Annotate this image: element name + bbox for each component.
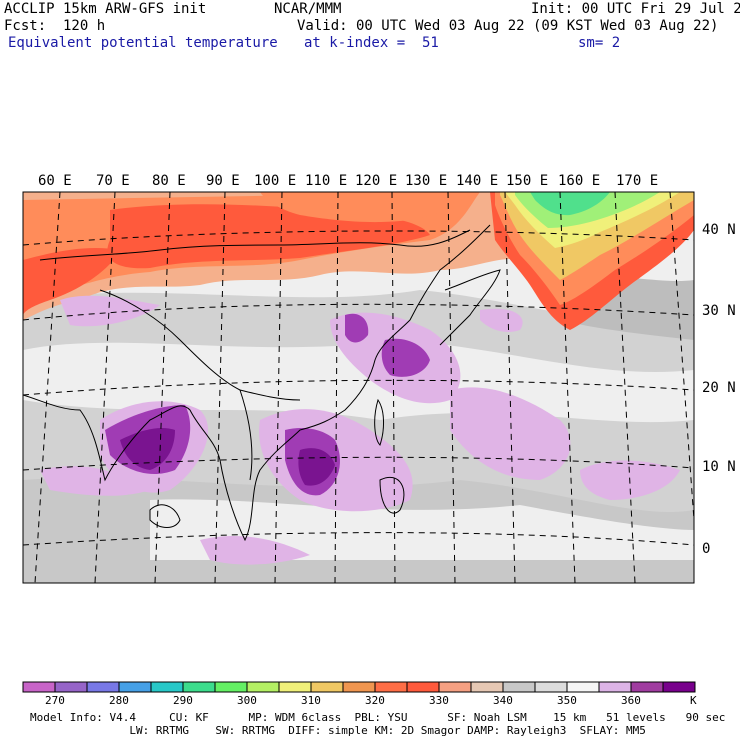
colorbar-tick-label: 270 <box>45 694 65 707</box>
lat-label: 40 N <box>702 222 736 238</box>
lon-label: 110 E <box>305 173 347 189</box>
colorbar-cell <box>182 681 216 693</box>
lat-label: 10 N <box>702 459 736 475</box>
colorbar-cell <box>502 681 536 693</box>
valid-time: Valid: 00 UTC Wed 03 Aug 22 (09 KST Wed … <box>297 18 719 34</box>
lon-label: 100 E <box>254 173 296 189</box>
colorbar-tick-label: 280 <box>109 694 129 707</box>
level-index: at k-index = 51 <box>304 35 439 51</box>
graticule-parallel <box>23 456 694 471</box>
colorbar-unit: K <box>690 694 697 707</box>
border <box>39 229 471 261</box>
organization: NCAR/MMM <box>274 1 342 17</box>
lat-label: 0 <box>702 541 710 557</box>
colorbar-cell <box>534 681 568 693</box>
lat-label: 20 N <box>702 380 736 396</box>
colorbar-tick-label: 310 <box>301 694 321 707</box>
colorbar-cell <box>374 681 408 693</box>
map-frame <box>22 191 695 584</box>
lon-label: 70 E <box>96 173 130 189</box>
cool-band <box>530 192 610 216</box>
colorbar-tick-label: 360 <box>621 694 641 707</box>
graticule-parallel <box>23 379 694 396</box>
lon-label: 130 E <box>405 173 447 189</box>
colorbar-cell <box>278 681 312 693</box>
graticule-parallel <box>23 230 694 246</box>
colorbar-cell <box>630 681 664 693</box>
model-title: ACCLIP 15km ARW-GFS init <box>4 1 207 17</box>
warm-band <box>23 248 120 315</box>
lat-label: 30 N <box>702 303 736 319</box>
lon-label: 170 E <box>616 173 658 189</box>
model-info-line2: LW: RRTMG SW: RRTMG DIFF: simple KM: 2D … <box>30 724 646 737</box>
init-time: Init: 00 UTC Fri 29 Jul 22 <box>531 1 740 17</box>
lon-label: 80 E <box>152 173 186 189</box>
lon-label: 90 E <box>206 173 240 189</box>
graticule-parallel <box>23 532 694 546</box>
colorbar-tick-label: 320 <box>365 694 385 707</box>
moist-core <box>345 313 369 343</box>
lon-label: 120 E <box>355 173 397 189</box>
colorbar-tick-label: 290 <box>173 694 193 707</box>
colorbar-cell <box>342 681 376 693</box>
moist-core <box>298 448 335 486</box>
lon-label: 150 E <box>506 173 548 189</box>
colorbar-cell <box>86 681 120 693</box>
moist-core <box>381 338 430 377</box>
colorbar-cell <box>54 681 88 693</box>
coastline <box>23 224 491 542</box>
colorbar-cell <box>438 681 472 693</box>
lon-label: 60 E <box>38 173 72 189</box>
coastline <box>149 504 181 528</box>
colorbar-tick-label: 350 <box>557 694 577 707</box>
moist-region <box>40 466 150 496</box>
colorbar-cell <box>214 681 248 693</box>
colorbar-tick-label: 330 <box>429 694 449 707</box>
model-info-line1: Model Info: V4.4 CU: KF MP: WDM 6class P… <box>30 711 726 724</box>
colorbar-cell <box>310 681 344 693</box>
colorbar-cell <box>662 681 696 693</box>
moist-region <box>200 535 310 565</box>
smoothing: sm= 2 <box>578 35 621 51</box>
moist-region <box>450 387 571 480</box>
colorbar-cell <box>566 681 600 693</box>
forecast-hour: Fcst: 120 h <box>4 18 106 34</box>
border <box>99 289 301 401</box>
coastline <box>374 398 384 446</box>
colorbar-tick-label: 340 <box>493 694 513 707</box>
border <box>239 389 253 481</box>
lon-label: 160 E <box>558 173 600 189</box>
colorbar-cell <box>406 681 440 693</box>
warm-band <box>260 192 470 223</box>
colorbar-cell <box>150 681 184 693</box>
graticule-parallel <box>23 303 694 321</box>
field-name: Equivalent potential temperature <box>8 35 278 51</box>
coastline <box>439 269 501 346</box>
moist-region <box>480 308 523 332</box>
gray-band <box>150 499 694 560</box>
lon-label: 140 E <box>456 173 498 189</box>
colorbar-cell <box>470 681 504 693</box>
colorbar-cell <box>598 681 632 693</box>
moist-region <box>60 295 160 327</box>
colorbar-cell <box>22 681 56 693</box>
colorbar-cell <box>118 681 152 693</box>
colorbar-cell <box>246 681 280 693</box>
colorbar-tick-label: 300 <box>237 694 257 707</box>
